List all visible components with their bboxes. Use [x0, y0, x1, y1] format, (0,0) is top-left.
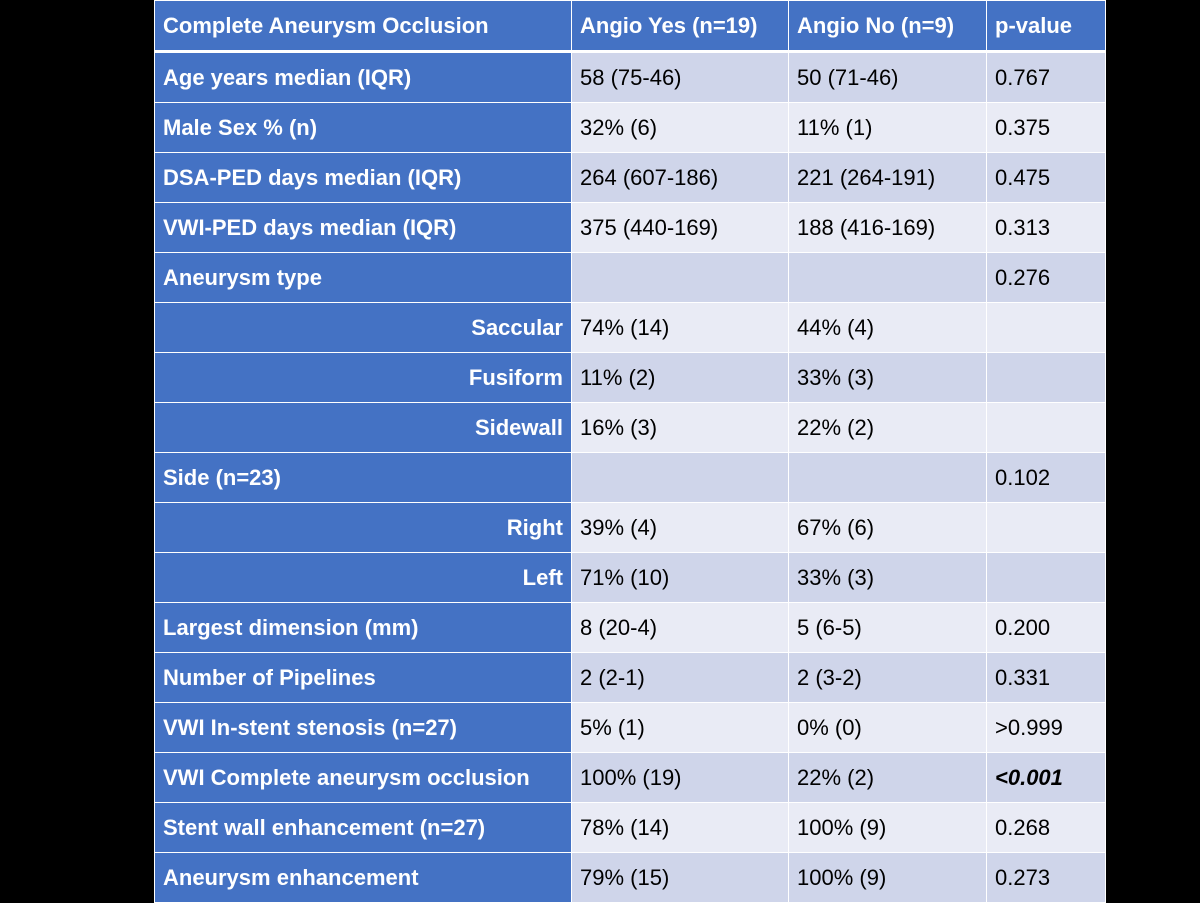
header-angio-no: Angio No (n=9) — [788, 0, 987, 53]
cell-angio-no: 0% (0) — [788, 702, 987, 753]
table-row: VWI-PED days median (IQR) 375 (440-169) … — [154, 202, 1106, 253]
cell-angio-no — [788, 452, 987, 503]
row-label-sub: Left — [154, 552, 572, 603]
cell-p-value: >0.999 — [986, 702, 1106, 753]
cell-angio-no: 100% (9) — [788, 802, 987, 853]
cell-angio-yes: 375 (440-169) — [571, 202, 789, 253]
row-label: Side (n=23) — [154, 452, 572, 503]
row-label: DSA-PED days median (IQR) — [154, 152, 572, 203]
cell-angio-no: 100% (9) — [788, 852, 987, 903]
cell-p-value — [986, 402, 1106, 453]
cell-p-value — [986, 352, 1106, 403]
table-row: Right 39% (4) 67% (6) — [154, 502, 1106, 553]
cell-angio-yes: 39% (4) — [571, 502, 789, 553]
cell-p-value-significant: <0.001 — [986, 752, 1106, 803]
cell-angio-yes: 32% (6) — [571, 102, 789, 153]
cell-p-value: 0.313 — [986, 202, 1106, 253]
cell-angio-yes: 71% (10) — [571, 552, 789, 603]
cell-angio-yes: 100% (19) — [571, 752, 789, 803]
cell-angio-no: 33% (3) — [788, 552, 987, 603]
cell-p-value: 0.268 — [986, 802, 1106, 853]
cell-angio-yes: 8 (20-4) — [571, 602, 789, 653]
cell-angio-no: 44% (4) — [788, 302, 987, 353]
table-row: Stent wall enhancement (n=27) 78% (14) 1… — [154, 802, 1106, 853]
cell-angio-yes: 5% (1) — [571, 702, 789, 753]
cell-angio-no: 22% (2) — [788, 402, 987, 453]
table-row: Aneurysm enhancement 79% (15) 100% (9) 0… — [154, 852, 1106, 903]
table-row: Fusiform 11% (2) 33% (3) — [154, 352, 1106, 403]
table-row: VWI In-stent stenosis (n=27) 5% (1) 0% (… — [154, 702, 1106, 753]
cell-angio-no: 11% (1) — [788, 102, 987, 153]
header-row: Complete Aneurysm Occlusion Angio Yes (n… — [154, 0, 1106, 53]
cell-p-value — [986, 502, 1106, 553]
cell-p-value — [986, 302, 1106, 353]
row-label: Male Sex % (n) — [154, 102, 572, 153]
row-label: Aneurysm type — [154, 252, 572, 303]
row-label: Aneurysm enhancement — [154, 852, 572, 903]
cell-angio-yes — [571, 452, 789, 503]
row-label-sub: Fusiform — [154, 352, 572, 403]
cell-p-value: 0.767 — [986, 51, 1106, 103]
cell-p-value: 0.276 — [986, 252, 1106, 303]
table-row: Age years median (IQR) 58 (75-46) 50 (71… — [154, 51, 1106, 103]
cell-angio-yes: 2 (2-1) — [571, 652, 789, 703]
table-row: Side (n=23) 0.102 — [154, 452, 1106, 503]
cell-angio-yes: 79% (15) — [571, 852, 789, 903]
table-row: Number of Pipelines 2 (2-1) 2 (3-2) 0.33… — [154, 652, 1106, 703]
cell-p-value: 0.200 — [986, 602, 1106, 653]
cell-p-value — [986, 552, 1106, 603]
results-table: Complete Aneurysm Occlusion Angio Yes (n… — [154, 0, 1106, 903]
cell-angio-yes: 78% (14) — [571, 802, 789, 853]
row-label: VWI In-stent stenosis (n=27) — [154, 702, 572, 753]
table-row: Saccular 74% (14) 44% (4) — [154, 302, 1106, 353]
cell-angio-yes — [571, 252, 789, 303]
row-label: Age years median (IQR) — [154, 51, 572, 103]
cell-angio-no: 67% (6) — [788, 502, 987, 553]
header-angio-yes: Angio Yes (n=19) — [571, 0, 789, 53]
cell-angio-yes: 264 (607-186) — [571, 152, 789, 203]
cell-angio-no — [788, 252, 987, 303]
table-row: Largest dimension (mm) 8 (20-4) 5 (6-5) … — [154, 602, 1106, 653]
cell-p-value: 0.102 — [986, 452, 1106, 503]
cell-angio-no: 5 (6-5) — [788, 602, 987, 653]
cell-p-value: 0.331 — [986, 652, 1106, 703]
table-row: DSA-PED days median (IQR) 264 (607-186) … — [154, 152, 1106, 203]
cell-p-value: 0.273 — [986, 852, 1106, 903]
cell-p-value: 0.375 — [986, 102, 1106, 153]
cell-angio-no: 221 (264-191) — [788, 152, 987, 203]
cell-angio-yes: 16% (3) — [571, 402, 789, 453]
cell-angio-no: 2 (3-2) — [788, 652, 987, 703]
row-label: Stent wall enhancement (n=27) — [154, 802, 572, 853]
table-row: Left 71% (10) 33% (3) — [154, 552, 1106, 603]
row-label: VWI Complete aneurysm occlusion — [154, 752, 572, 803]
cell-p-value: 0.475 — [986, 152, 1106, 203]
cell-angio-yes: 11% (2) — [571, 352, 789, 403]
table-row: Aneurysm type 0.276 — [154, 252, 1106, 303]
cell-angio-no: 188 (416-169) — [788, 202, 987, 253]
table-row: VWI Complete aneurysm occlusion 100% (19… — [154, 752, 1106, 803]
cell-angio-no: 50 (71-46) — [788, 51, 987, 103]
row-label-sub: Right — [154, 502, 572, 553]
header-p-value: p-value — [986, 0, 1106, 53]
cell-angio-yes: 74% (14) — [571, 302, 789, 353]
row-label: Largest dimension (mm) — [154, 602, 572, 653]
cell-angio-no: 33% (3) — [788, 352, 987, 403]
row-label: VWI-PED days median (IQR) — [154, 202, 572, 253]
row-label: Number of Pipelines — [154, 652, 572, 703]
table-row: Sidewall 16% (3) 22% (2) — [154, 402, 1106, 453]
header-variable: Complete Aneurysm Occlusion — [154, 0, 572, 53]
row-label-sub: Saccular — [154, 302, 572, 353]
cell-angio-no: 22% (2) — [788, 752, 987, 803]
row-label-sub: Sidewall — [154, 402, 572, 453]
table-row: Male Sex % (n) 32% (6) 11% (1) 0.375 — [154, 102, 1106, 153]
cell-angio-yes: 58 (75-46) — [571, 51, 789, 103]
